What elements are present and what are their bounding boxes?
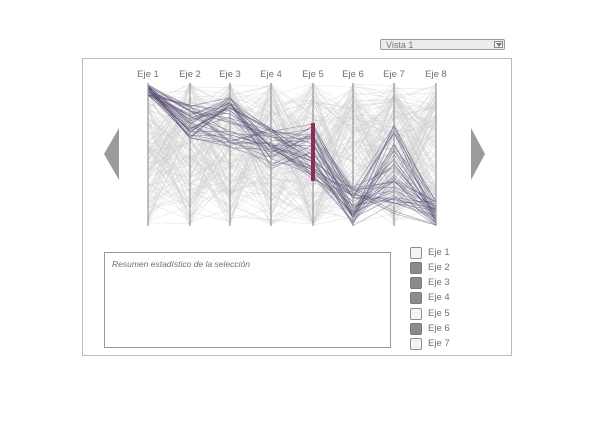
polyline-record (147, 89, 437, 221)
view-select[interactable]: Vista 1 (380, 39, 505, 50)
view-select-value: Vista 1 (386, 40, 414, 50)
axis-toggle-label: Eje 2 (428, 262, 450, 273)
polyline-record (147, 90, 437, 222)
axis-lines (147, 83, 437, 226)
axis-toggle-5[interactable]: Eje 5 (410, 308, 470, 320)
polyline-record (147, 89, 437, 210)
axis-toggle-checkbox[interactable] (410, 247, 422, 259)
polyline-record (147, 95, 437, 204)
summary-title: Resumen estadístico de la selección (112, 259, 250, 269)
axis-toggle-checkbox[interactable] (410, 262, 422, 274)
triangle-left-icon[interactable] (104, 128, 119, 180)
chevron-down-icon[interactable] (494, 41, 503, 48)
axis-toggle-1[interactable]: Eje 1 (410, 247, 470, 259)
axis-toggle-6[interactable]: Eje 6 (410, 323, 470, 335)
triangle-right-icon[interactable] (471, 128, 485, 180)
axis-toggle-checkbox[interactable] (410, 338, 422, 350)
main-panel (82, 58, 512, 356)
axis-label-6: Eje 6 (342, 69, 364, 80)
summary-box: Resumen estadístico de la selección (104, 252, 391, 348)
polyline-record (147, 85, 437, 224)
polyline-record (147, 87, 437, 219)
polyline-record (147, 105, 437, 225)
polyline-record (147, 83, 437, 208)
polyline-record (147, 124, 437, 200)
axis-toggle-label: Eje 7 (428, 338, 450, 349)
polyline-record (147, 91, 437, 210)
polyline-record (147, 83, 437, 216)
axis-toggle-2[interactable]: Eje 2 (410, 262, 470, 274)
polyline-record (147, 94, 437, 179)
polyline-record (147, 91, 437, 217)
axis-toggle-checkbox[interactable] (410, 277, 422, 289)
axis-toggle-checkbox[interactable] (410, 292, 422, 304)
polyline-record (147, 89, 437, 219)
polyline-record (147, 89, 437, 212)
axis-toggle-4[interactable]: Eje 4 (410, 292, 470, 304)
polyline-record (147, 96, 437, 216)
polyline-record (147, 94, 437, 218)
polyline-record (147, 86, 437, 217)
axis-toggle-3[interactable]: Eje 3 (410, 277, 470, 289)
axis-toggle-7[interactable]: Eje 7 (410, 338, 470, 350)
polyline-record (147, 99, 437, 188)
axis-label-3: Eje 3 (219, 69, 241, 80)
axis-toggle-label: Eje 5 (428, 308, 450, 319)
axis-label-7: Eje 7 (383, 69, 405, 80)
polyline-record (147, 95, 437, 176)
polyline-record (147, 88, 437, 226)
polyline-record (147, 94, 437, 211)
polyline-record (147, 84, 437, 213)
axis-label-1: Eje 1 (137, 69, 159, 80)
polyline-record (147, 94, 437, 221)
polyline-record (147, 99, 437, 199)
polyline-record (147, 92, 437, 196)
polyline-record (147, 100, 437, 225)
polyline-record (147, 89, 437, 218)
polyline-record (147, 91, 437, 216)
axis-toggle-checkbox[interactable] (410, 323, 422, 335)
axis-label-5: Eje 5 (302, 69, 324, 80)
axis-toggle-label: Eje 6 (428, 323, 450, 334)
polyline-record (147, 111, 437, 224)
polyline-record (147, 98, 437, 201)
axis-toggle-label: Eje 4 (428, 292, 450, 303)
axis-label-8: Eje 8 (425, 69, 447, 80)
axis-label-4: Eje 4 (260, 69, 282, 80)
polyline-record (147, 86, 437, 200)
polyline-record (147, 94, 437, 225)
polyline-record (147, 101, 437, 199)
polyline-record (147, 87, 437, 227)
axis-brush[interactable] (311, 123, 315, 181)
axis-label-2: Eje 2 (179, 69, 201, 80)
polyline-record (147, 87, 437, 215)
polyline-record (147, 84, 437, 226)
polyline-record (147, 84, 437, 223)
selected-lines (147, 83, 437, 227)
polyline-record (147, 85, 437, 227)
axis-toggle-checkbox[interactable] (410, 308, 422, 320)
polyline-record (147, 92, 437, 221)
axis-toggle-label: Eje 1 (428, 247, 450, 258)
polyline-record (147, 84, 437, 202)
polyline-record (147, 83, 437, 224)
axis-toggle-label: Eje 3 (428, 277, 450, 288)
polyline-record (147, 94, 437, 225)
